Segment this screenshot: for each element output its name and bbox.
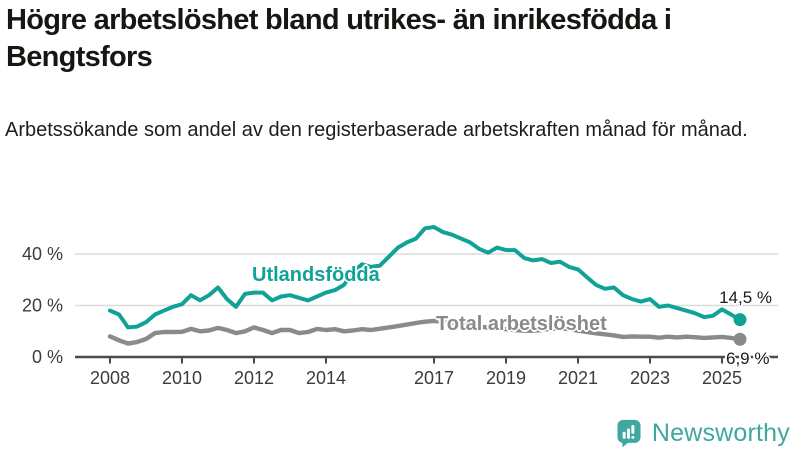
- logo-bar-tall: [626, 428, 630, 439]
- series-line-total: [107, 318, 743, 346]
- x-axis-tick-label: 2019: [486, 368, 526, 388]
- x-axis-tick-label: 2017: [414, 368, 454, 388]
- y-axis-tick-label: 40 %: [22, 244, 63, 264]
- x-axis-tick-label: 2010: [162, 368, 202, 388]
- y-axis-tick-label: 0 %: [32, 347, 63, 367]
- x-axis-tick-label: 2021: [558, 368, 598, 388]
- x-axis-tick-label: 2023: [630, 368, 670, 388]
- newsworthy-logo-icon: [617, 419, 641, 448]
- x-axis-tick-label: 2025: [702, 368, 742, 388]
- logo-exclamation-dot: [631, 435, 635, 439]
- series-label-total-arbetsloshet: Total arbetslöshet: [436, 313, 607, 335]
- series-line-utlandsfodda: [108, 225, 742, 330]
- series-end-dot-utlandsfodda: [733, 313, 747, 327]
- end-value-label-total: 6,9 %: [726, 349, 770, 368]
- series-end-dot-total: [733, 332, 747, 346]
- end-value-label-utlandsfodda: 14,5 %: [719, 288, 772, 307]
- plot-area: 0 % 20 % 40 % 2008 2010 2012 2014 2017 2019 2021 2…: [22, 225, 778, 388]
- newsworthy-logo: Newsworthy: [615, 418, 790, 448]
- logo-bar-short: [622, 431, 626, 439]
- logo-exclamation-bar: [631, 425, 635, 434]
- y-axis-tick-label: 20 %: [22, 296, 63, 316]
- x-axis-tick-label: 2014: [306, 368, 346, 388]
- page-title: Högre arbetslöshet bland utrikes- än inr…: [6, 4, 672, 73]
- chart-subtitle: Arbetssökande som andel av den registerb…: [5, 119, 748, 141]
- newsworthy-logo-text: Newsworthy: [651, 418, 790, 447]
- x-axis-tick-label: 2008: [90, 368, 130, 388]
- series-label-utlandsfodda: Utlandsfödda: [252, 264, 380, 286]
- x-axis-tick-label: 2012: [234, 368, 274, 388]
